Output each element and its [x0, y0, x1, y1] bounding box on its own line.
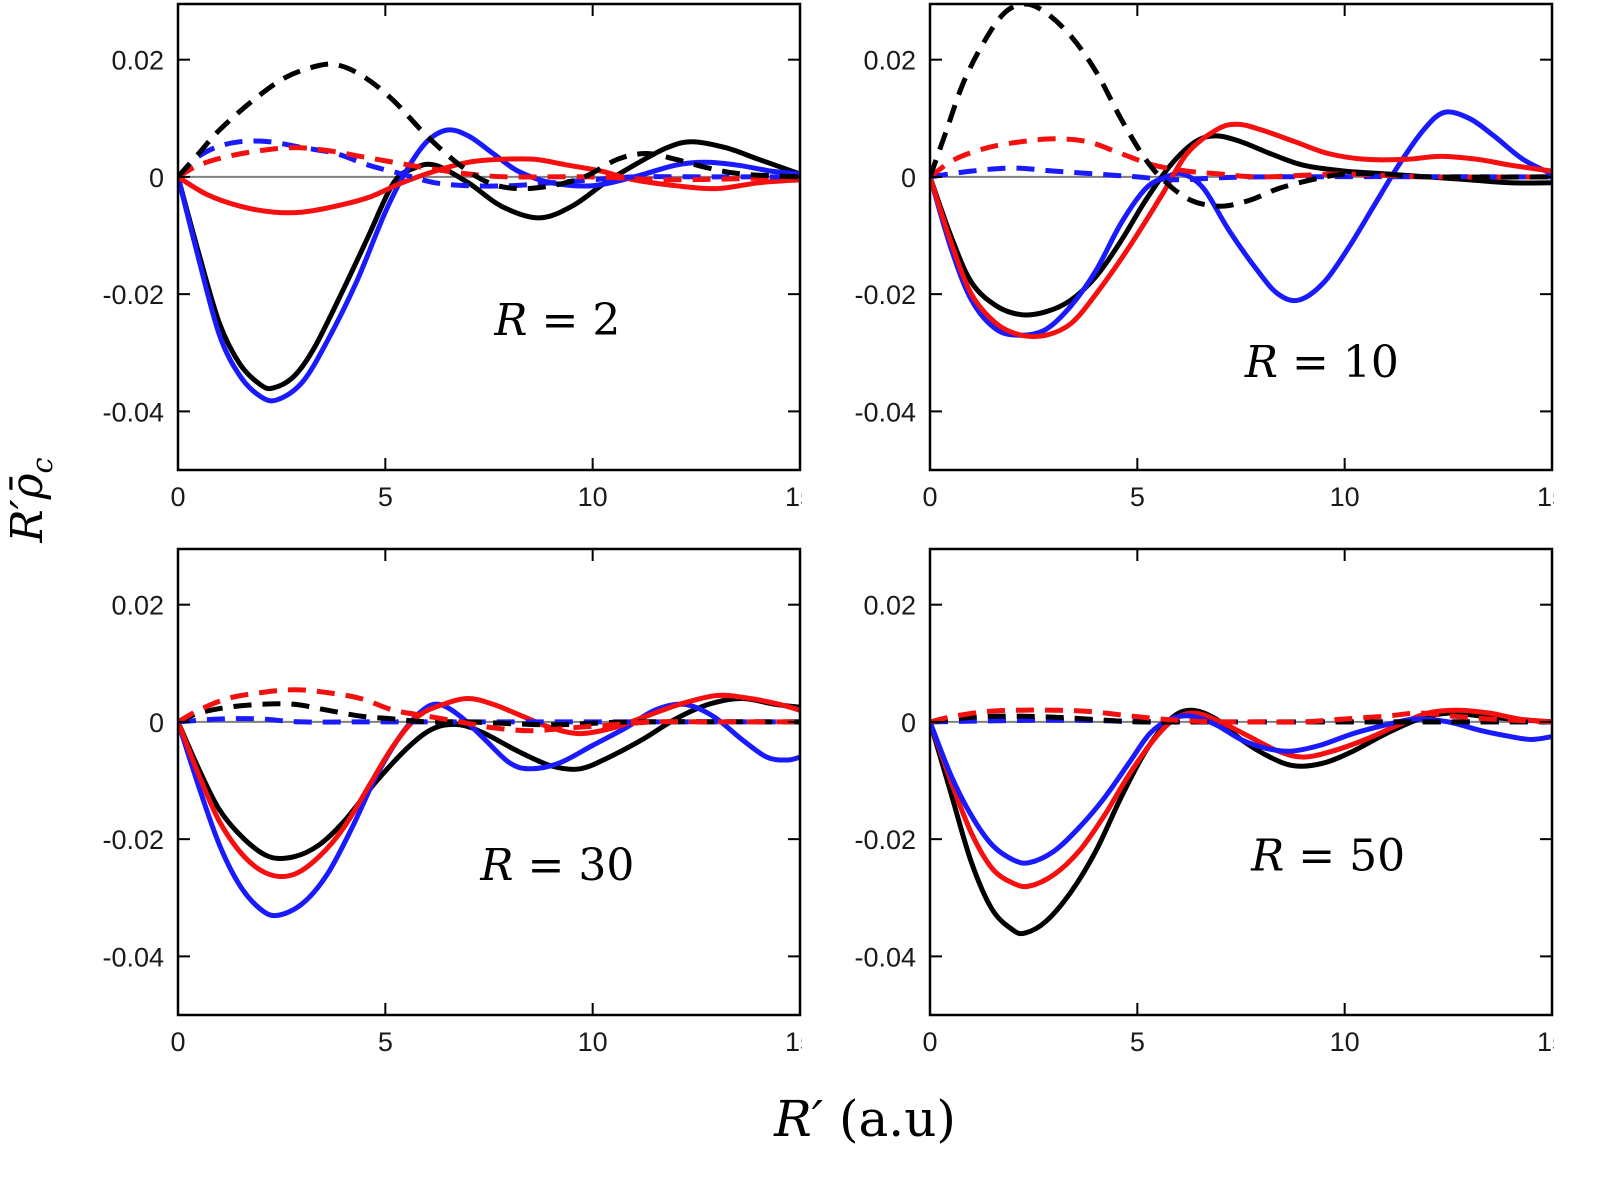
- panel-R30-plot: 0 5 10 15 0.02 0 -0.02 -0.04 R = 30: [102, 547, 802, 1057]
- x-tick-label: 5: [1130, 482, 1145, 512]
- curve-solid-blue: [930, 109, 1552, 338]
- panel-R50: 0 5 10 15 0.02 0 -0.02 -0.04 R = 50: [840, 545, 1554, 1061]
- curve-solid-red: [178, 156, 800, 216]
- panel-annotation: R = 10: [1244, 337, 1399, 388]
- curve-solid-blue: [178, 127, 800, 404]
- axes-box: [176, 2, 802, 472]
- y-tick-label: -0.02: [102, 280, 164, 310]
- curve-dashed-blue: [178, 138, 800, 189]
- panel-R10: 0 5 10 15 0.02 0 -0.02 -0.04 R = 10: [840, 0, 1554, 516]
- x-tick-label: 15: [1537, 1027, 1554, 1057]
- panel-annotation: R = 50: [1250, 831, 1405, 882]
- y-tick-label: 0.02: [863, 46, 916, 76]
- curve-dashed-red: [178, 145, 800, 183]
- curve-dashed-red: [930, 707, 1552, 725]
- panel-annotation: R = 30: [479, 840, 634, 891]
- curve-dashed-blue: [930, 165, 1552, 183]
- y-axis-label-text: R′ρ̄: [2, 473, 53, 543]
- x-tick-label: 0: [170, 1027, 185, 1057]
- panel-R30: 0 5 10 15 0.02 0 -0.02 -0.04 R = 30: [88, 545, 802, 1061]
- curve-dashed-black: [178, 61, 800, 192]
- x-tick-label: 0: [922, 1027, 937, 1057]
- x-tick-label: 0: [922, 482, 937, 512]
- x-tick-label: 5: [378, 482, 393, 512]
- y-tick-label: -0.04: [102, 397, 164, 427]
- x-tick-label: 15: [785, 1027, 802, 1057]
- curve-solid-black: [930, 133, 1552, 318]
- y-tick-label: -0.02: [854, 280, 916, 310]
- panel-R50-plot: 0 5 10 15 0.02 0 -0.02 -0.04 R = 50: [854, 547, 1554, 1057]
- y-tick-label: 0.02: [111, 591, 164, 621]
- x-tick-label: 5: [378, 1027, 393, 1057]
- panel-R10-plot: 0 5 10 15 0.02 0 -0.02 -0.04 R = 10: [854, 2, 1554, 512]
- x-tick-label: 10: [1330, 1027, 1360, 1057]
- curve-solid-red: [930, 121, 1552, 340]
- axes-box: [928, 547, 1554, 1017]
- y-tick-label: 0: [901, 163, 916, 193]
- x-axis-label: R′ (a.u): [665, 1090, 1065, 1148]
- x-axis-label-units: (a.u): [823, 1090, 956, 1148]
- x-tick-label: 5: [1130, 1027, 1145, 1057]
- curve-solid-red: [178, 692, 800, 880]
- curve-solid-blue: [930, 713, 1552, 866]
- y-tick-label: 0.02: [863, 591, 916, 621]
- curve-dashed-black: [178, 701, 800, 728]
- y-tick-label: 0: [901, 708, 916, 738]
- y-tick-label: 0.02: [111, 46, 164, 76]
- curve-dashed-blue: [178, 716, 800, 725]
- x-axis-label-text: R′: [774, 1090, 824, 1148]
- axes-box: [928, 2, 1554, 472]
- curve-dashed-black: [930, 713, 1552, 725]
- curve-dashed-red: [178, 687, 800, 734]
- x-tick-label: 10: [578, 482, 608, 512]
- x-tick-label: 15: [785, 482, 802, 512]
- y-tick-label: 0: [149, 163, 164, 193]
- y-tick-label: -0.02: [854, 825, 916, 855]
- y-tick-label: -0.04: [854, 942, 916, 972]
- panel-annotation: R = 2: [493, 295, 620, 346]
- y-tick-label: -0.02: [102, 825, 164, 855]
- axes-box: [176, 547, 802, 1017]
- curve-solid-black: [930, 707, 1552, 937]
- curve-solid-black: [178, 695, 800, 862]
- x-tick-label: 0: [170, 482, 185, 512]
- x-tick-label: 10: [1330, 482, 1360, 512]
- y-tick-label: -0.04: [854, 397, 916, 427]
- y-tick-label: 0: [149, 708, 164, 738]
- x-tick-label: 10: [578, 1027, 608, 1057]
- x-tick-label: 15: [1537, 482, 1554, 512]
- y-tick-label: -0.04: [102, 942, 164, 972]
- curve-dashed-black: [930, 4, 1552, 209]
- panel-R2-plot: 0 5 10 15 0.02 0 -0.02 -0.04 R = 2: [102, 2, 802, 512]
- y-axis-label-subscript: c: [24, 457, 59, 474]
- curve-solid-blue: [178, 701, 800, 919]
- panel-R2: 0 5 10 15 0.02 0 -0.02 -0.04 R = 2: [88, 0, 802, 516]
- y-axis-label: R′ρ̄c: [0, 400, 59, 600]
